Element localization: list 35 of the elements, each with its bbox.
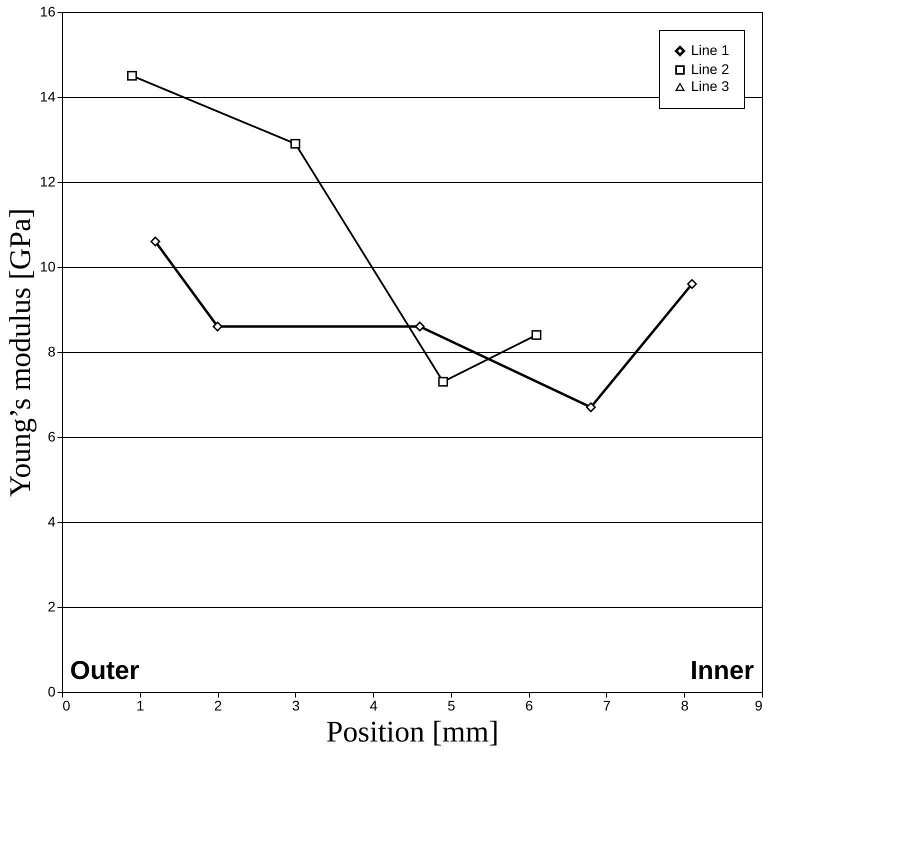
point	[150, 236, 160, 246]
x-tick-label: 3	[292, 698, 300, 714]
annotation: Inner	[690, 655, 754, 685]
point	[414, 322, 425, 332]
legend-label: Line 2	[691, 61, 730, 77]
y-tick-label: 12	[40, 174, 56, 190]
x-tick-label: 8	[680, 698, 689, 714]
x-axis-title: Position [mm]	[326, 716, 499, 748]
point	[438, 376, 448, 387]
point	[290, 138, 300, 149]
x-tick-label: 4	[370, 698, 378, 714]
point	[586, 402, 596, 412]
y-tick-label: 14	[40, 88, 56, 104]
y-tick-label: 8	[48, 344, 56, 360]
x-tick-label: 6	[525, 698, 534, 714]
point	[212, 322, 222, 332]
x-tick-label: 1	[136, 698, 144, 714]
x-tick-label: 7	[603, 698, 612, 714]
x-tick-label: 9	[754, 698, 763, 714]
y-tick-label: 6	[48, 428, 56, 444]
y-axis-title: Young’s modulus [GPa]	[4, 208, 37, 497]
x-tick-label: 0	[62, 698, 70, 714]
point	[532, 330, 542, 340]
x-tick-label: 5	[447, 698, 456, 714]
y-tick-label: 4	[48, 514, 56, 530]
legend-label: Line 1	[691, 42, 730, 58]
y-tick-label: 0	[48, 684, 56, 700]
point	[687, 279, 697, 289]
x-tick-label: 2	[214, 698, 222, 714]
y-tick-label: 10	[40, 258, 56, 274]
annotation: Outer	[70, 655, 140, 685]
point	[127, 70, 137, 81]
y-tick-label: 16	[40, 4, 56, 20]
legend-label: Line 3	[691, 78, 730, 94]
y-tick-label: 2	[48, 598, 56, 614]
